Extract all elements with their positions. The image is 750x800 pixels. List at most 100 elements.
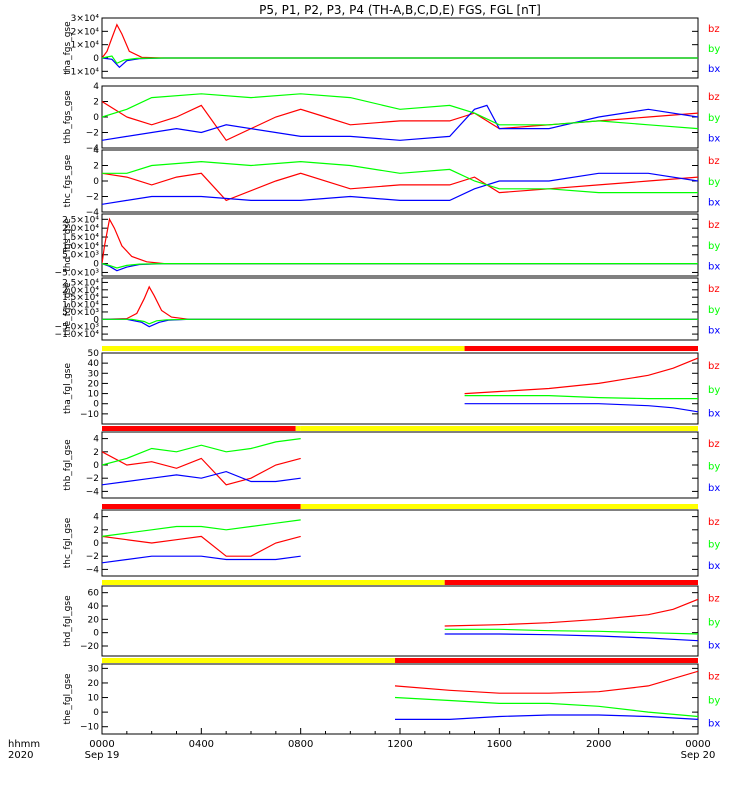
legend-bx: bx [708, 64, 720, 75]
legend-bz: bz [708, 284, 720, 295]
panel-frame [101, 585, 699, 657]
y-axis-label: thb_fgs_gse [63, 90, 73, 144]
series-bz [102, 217, 698, 265]
y-tick-label: 0 [93, 177, 99, 187]
mode-bar-segment [464, 346, 698, 351]
mode-bar-segment [295, 426, 301, 431]
legend-by: by [708, 305, 720, 316]
panel-the_fgs_gse: −1.0×10⁴−5.0×10³05.0×10³1.0×10⁴1.5×10⁴2.… [55, 277, 720, 341]
series-by [394, 696, 698, 718]
series-bx [102, 57, 698, 69]
mode-bar-segment [102, 658, 396, 663]
y-tick-label: 40 [88, 359, 100, 369]
mode-bar-segment [102, 426, 296, 431]
y-tick-label: −1.0×10⁴ [55, 330, 100, 340]
panel-thd_fgl_gse: −20 0 20 40 60 thd_fgl_gse bz by bx [63, 585, 720, 657]
mode-bar-segment [300, 426, 698, 431]
legend-by: by [708, 461, 720, 472]
y-tick-label: 2 [93, 162, 99, 172]
series-bz [102, 285, 698, 320]
series-by [102, 93, 698, 130]
y-tick-label: −10 [80, 410, 99, 420]
y-tick-label: 2 [93, 98, 99, 108]
panel-thc_fgs_gse: −4 −2 0 2 4 thc_fgs_gse bz by bx [63, 146, 720, 218]
y-tick-label: 1.5×10⁴ [62, 293, 99, 303]
series-by [102, 519, 301, 537]
series-bz [102, 172, 698, 202]
legend-bx: bx [708, 134, 720, 145]
y-tick-label: 0 [93, 260, 99, 270]
y-axis-label: thc_fgl_gse [63, 517, 73, 568]
series-bz [464, 357, 698, 395]
y-tick-label: 0 [93, 461, 99, 471]
legend-by: by [708, 241, 720, 252]
series-bz [102, 100, 698, 142]
y-axis-label: tha_fgl_gse [63, 363, 73, 415]
y-axis-label: thb_fgl_gse [63, 439, 73, 491]
series-bx [102, 172, 698, 205]
panel-frame [101, 663, 699, 735]
date-label-start: Sep 19 [85, 750, 120, 761]
legend-by: by [708, 177, 720, 188]
panel-thb_fgs_gse: −4 −2 0 2 4 thb_fgs_gse bz by bx [63, 82, 720, 154]
series-by [102, 55, 698, 65]
y-tick-label: 1.0×10⁴ [62, 301, 99, 311]
legend-bz: bz [708, 594, 720, 605]
legend-bx: bx [708, 561, 720, 572]
legend-bz: bz [708, 24, 720, 35]
y-axis-label: thd_fgl_gse [63, 595, 73, 647]
panel-frame [101, 149, 699, 213]
x-tick-label: 1200 [387, 739, 412, 750]
time-format-label: hhmm [8, 739, 40, 750]
y-tick-label: 2 [93, 448, 99, 458]
mode-bar [102, 580, 698, 585]
y-tick-label: 40 [88, 602, 100, 612]
mode-bar-segment [444, 580, 698, 585]
legend-by: by [708, 539, 720, 550]
series-by [102, 263, 698, 269]
legend-bx: bx [708, 483, 720, 494]
y-tick-label: 2.0×10⁴ [62, 286, 99, 296]
y-tick-label: 4 [93, 146, 99, 156]
y-tick-label: 1×10⁴ [71, 41, 100, 51]
y-axis-label: tha_fgs_gse [63, 21, 73, 75]
year-label: 2020 [8, 750, 33, 761]
series-by [444, 628, 698, 635]
panel-the_fgl_gse: −10 0 10 20 30 the_fgl_gse bz by bx [63, 663, 720, 735]
y-tick-label: −2 [86, 129, 99, 139]
y-tick-label: 1.0×10⁴ [62, 242, 99, 252]
y-axis-label: thd_fgs_gse [63, 218, 73, 272]
panel-frame [101, 431, 699, 499]
y-tick-label: 0 [93, 315, 99, 325]
x-tick-label: 2000 [586, 739, 611, 750]
x-tick-label: 0000 [685, 739, 710, 750]
panel-thd_fgs_gse: −5.0×10³05.0×10³1.0×10⁴1.5×10⁴2.0×10⁴2.5… [55, 213, 720, 278]
legend-bz: bz [708, 92, 720, 103]
legend-bz: bz [708, 517, 720, 528]
y-tick-label: −5.0×10³ [55, 268, 100, 278]
y-tick-label: 0 [93, 400, 99, 410]
panel-frame [101, 352, 699, 425]
x-tick-label: 0400 [189, 739, 214, 750]
legend-by: by [708, 44, 720, 55]
series-bx [444, 633, 698, 642]
series-bx [395, 714, 698, 721]
y-tick-label: −1×10⁴ [63, 67, 99, 77]
legend-bx: bx [708, 326, 720, 337]
y-tick-label: −20 [80, 642, 99, 652]
legend-bx: bx [708, 198, 720, 209]
legend-bx: bx [708, 408, 720, 419]
mode-bar [102, 426, 698, 431]
panel-frame [101, 509, 699, 577]
y-tick-label: 5.0×10³ [62, 251, 99, 261]
y-tick-label: 5.0×10³ [62, 308, 99, 318]
panel-frame [101, 213, 699, 277]
y-tick-label: 60 [88, 589, 100, 599]
y-tick-label: 1.5×10⁴ [62, 233, 99, 243]
series-bx [102, 555, 301, 564]
y-tick-label: 2 [93, 526, 99, 536]
legend-bx: bx [708, 262, 720, 273]
legend-by: by [708, 695, 720, 706]
panel-thb_fgl_gse: −4 −2 0 2 4 thb_fgl_gse bz by bx [63, 431, 720, 499]
series-bz [444, 598, 698, 627]
